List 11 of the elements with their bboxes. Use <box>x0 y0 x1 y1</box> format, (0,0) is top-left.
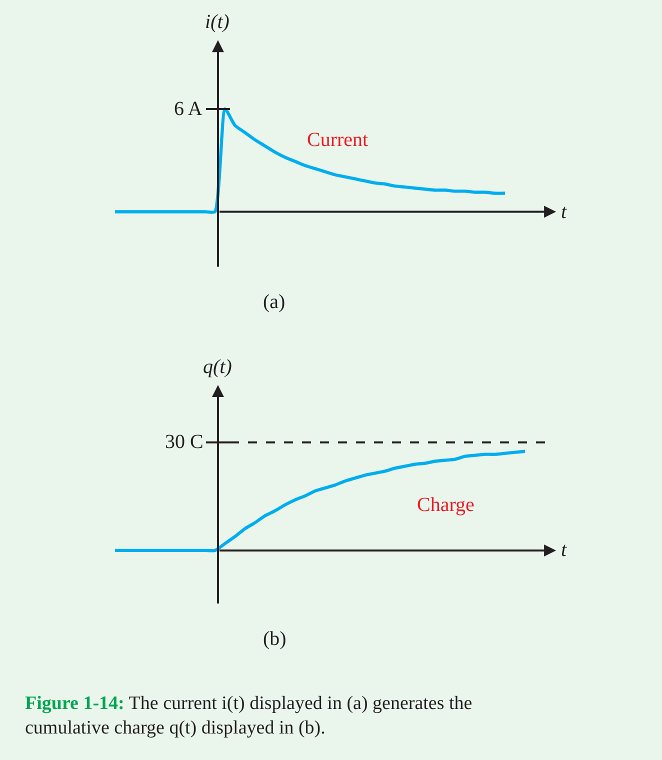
x-axis-title: t <box>561 201 567 223</box>
series-label: Current <box>307 129 369 151</box>
text: (a) <box>263 291 286 313</box>
text: (b) <box>263 628 286 650</box>
annotation: 6 A <box>174 98 203 120</box>
y-axis-title: i(t) <box>205 11 230 33</box>
x-axis-title: t <box>561 539 567 561</box>
series-label: Charge <box>417 494 475 516</box>
ref-line-label: 30 C <box>165 431 204 453</box>
caption: Figure 1-14: The current i(t) displayed in (a) generates the cumulative charge q(t) displayed in (b). <box>25 693 472 739</box>
y-axis-title: q(t) <box>203 356 232 378</box>
